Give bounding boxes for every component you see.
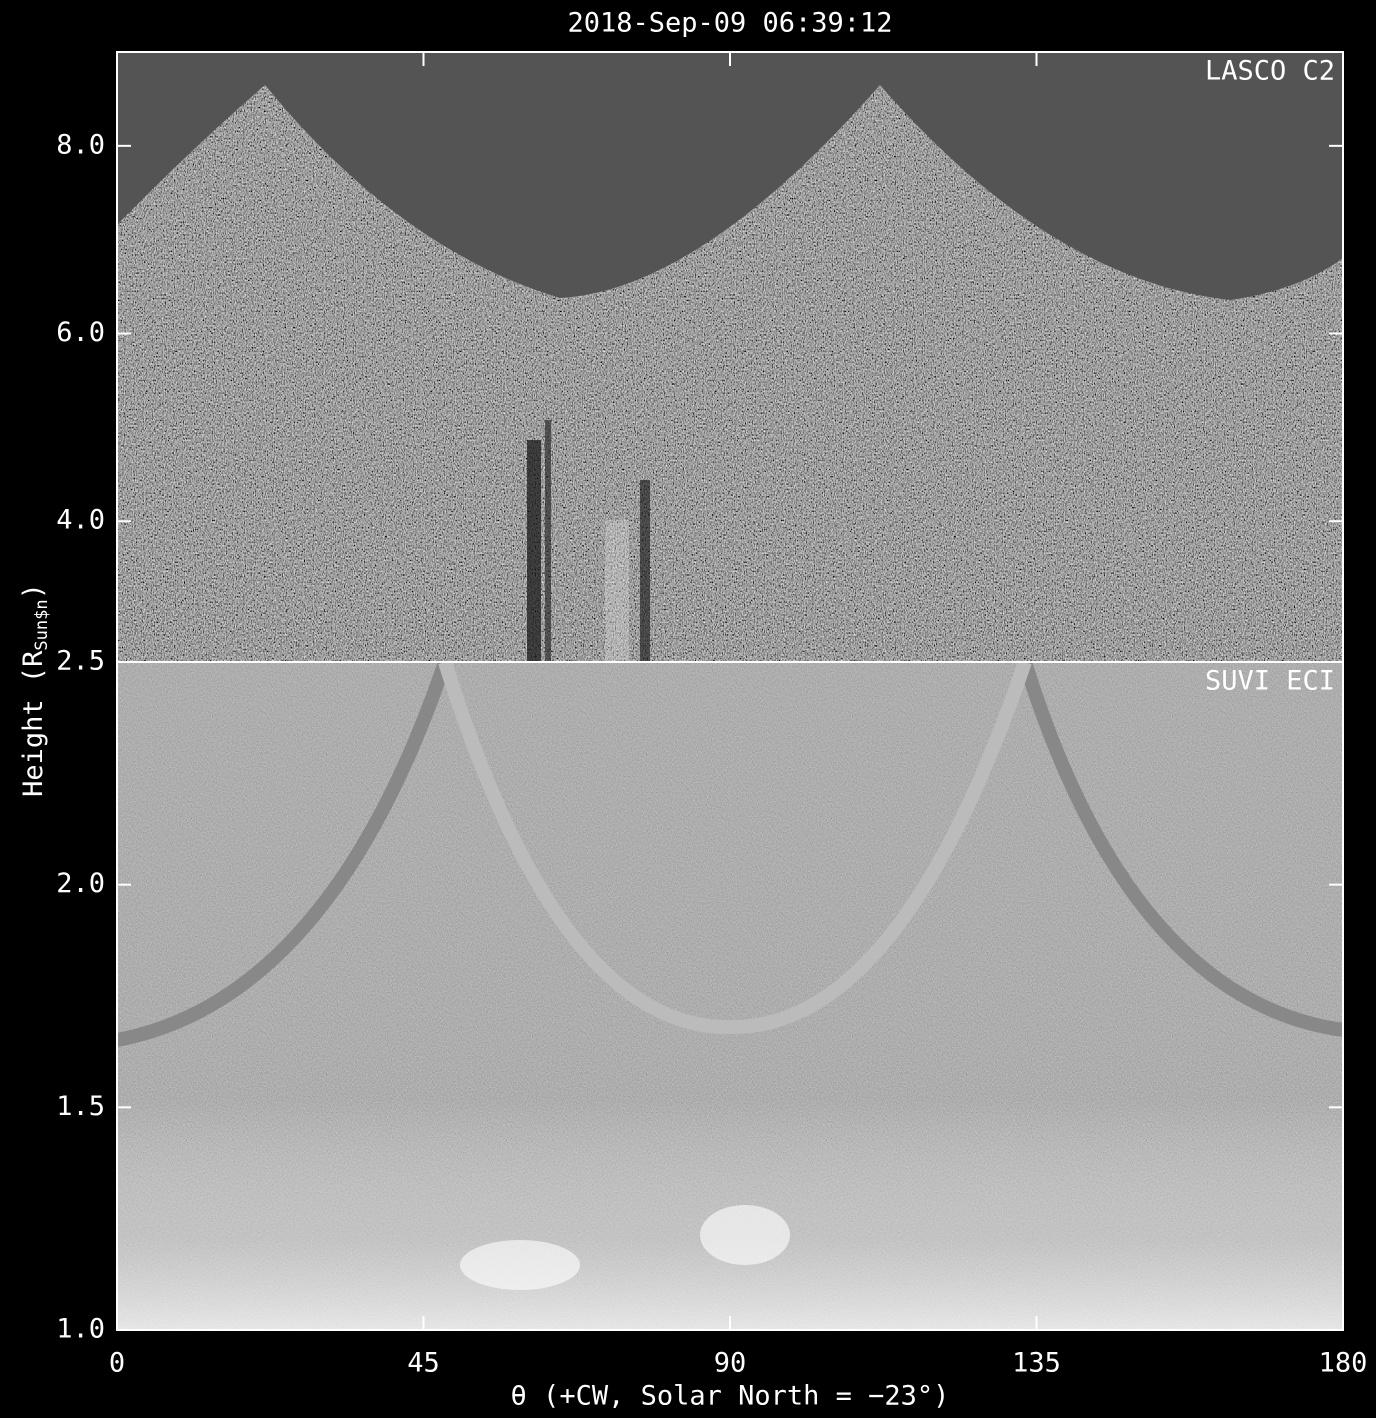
y-axis-label-close: ) — [18, 583, 49, 599]
y-axis-label-sub: Sun$n — [32, 599, 52, 650]
x-axis-label: θ (+CW, Solar North = −23°) — [511, 1381, 950, 1412]
x-tick-label: 135 — [1012, 1348, 1061, 1379]
y-axis-label-main: Height (R — [18, 650, 49, 797]
y-tick-label: 2.5 — [56, 646, 105, 677]
y-tick-label: 1.0 — [56, 1314, 105, 1345]
x-tick-label: 180 — [1319, 1348, 1368, 1379]
y-tick-label: 8.0 — [56, 129, 105, 160]
y-tick-label: 6.0 — [56, 317, 105, 348]
chart-title: 2018-Sep-09 06:39:12 — [567, 8, 892, 39]
x-tick-label: 0 — [109, 1348, 125, 1379]
y-tick-label: 4.0 — [56, 505, 105, 536]
x-tick-label: 45 — [407, 1348, 440, 1379]
lasco-image — [117, 52, 1343, 662]
y-axis-label: Height (RSun$n) — [18, 583, 53, 797]
suvi-image — [117, 662, 1343, 1330]
panel-label: LASCO C2 — [1205, 56, 1335, 87]
y-tick-label: 2.0 — [56, 868, 105, 899]
panel-label: SUVI ECI — [1205, 666, 1335, 697]
y-tick-label: 1.5 — [56, 1091, 105, 1122]
x-tick-label: 90 — [714, 1348, 747, 1379]
